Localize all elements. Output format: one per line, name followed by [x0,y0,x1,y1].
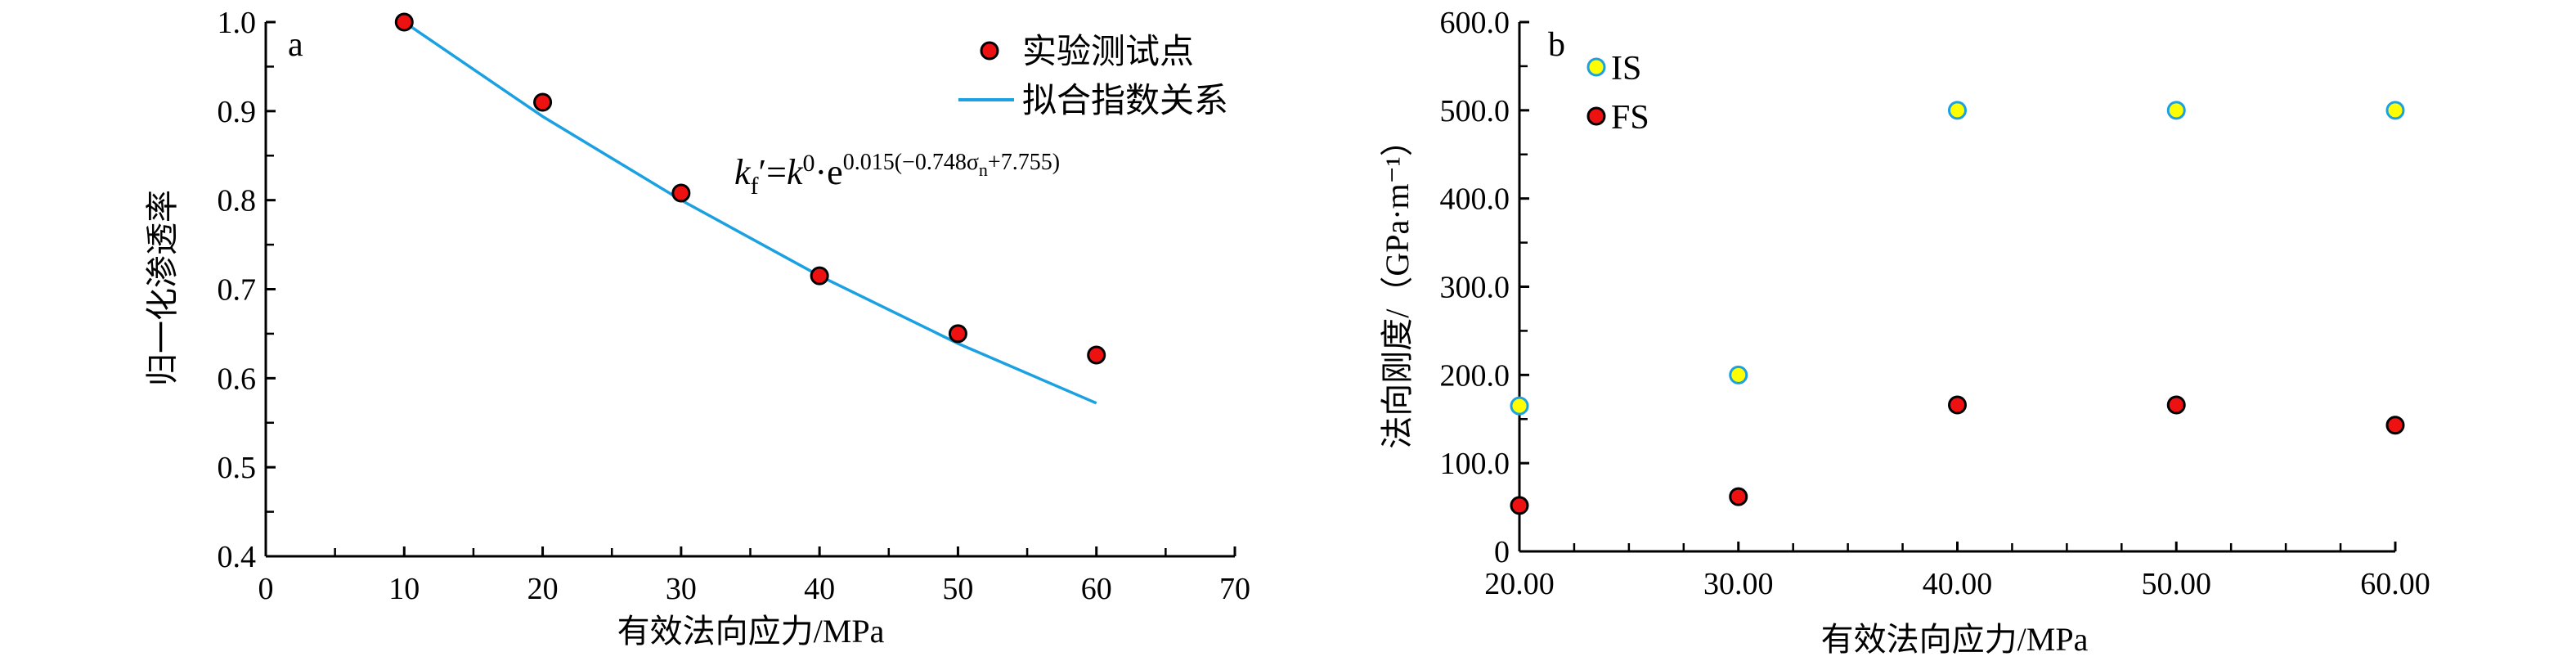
y-tick-label: 0.8 [218,184,257,218]
data-point-fs [2385,416,2405,435]
data-point [1087,345,1106,365]
x-tick-label: 60.00 [2360,567,2430,601]
data-point [394,12,414,32]
data-point [671,183,691,203]
panel-a-xlabel: 有效法向应力/MPa [617,613,885,650]
legend-label-fs: FS [1611,99,1649,137]
y-tick-label: 500.0 [1440,94,1510,128]
x-tick-label: 50 [942,572,973,606]
x-tick-label: 30.00 [1703,567,1774,601]
data-point-is [1729,365,1748,384]
y-tick-label: 0.5 [218,451,257,485]
data-point-is [1510,396,1529,416]
panel-a-marks [394,12,1106,405]
panel-a-legend: 实验测试点 拟合指数关系 [958,33,1228,120]
y-tick-label: 200.0 [1440,358,1510,393]
x-tick-label: 50.00 [2142,567,2212,601]
fit-equation: kf′=k0·e0.015(−0.748σn+7.755) [734,150,1060,200]
panel-b-xlabel: 有效法向应力/MPa [1821,621,2089,658]
panel-b-ylabel: 法向刚度/（GPa·m⁻¹） [1379,124,1416,449]
y-tick-label: 600.0 [1440,6,1510,40]
data-point [810,266,829,286]
legend-marker-is [1586,57,1606,77]
x-tick-label: 10 [388,572,420,606]
y-tick-label: 0 [1494,535,1510,569]
panel-a-label: a [288,26,303,64]
x-tick-label: 70 [1219,572,1250,606]
legend-marker-points [980,41,999,61]
panel-b-axes: 20.00 30.00 40.00 50.00 60.00 0 100.0 200.0 300.… [1440,6,2430,601]
y-tick-label: 0.9 [218,95,257,129]
y-tick-label: 400.0 [1440,182,1510,217]
panel-b-legend: IS FS [1586,50,1649,137]
x-tick-label: 30 [666,572,697,606]
panel-a-ylabel: 归一化渗透率 [144,190,181,386]
x-tick-label: 0 [258,572,274,606]
x-tick-label: 40.00 [1923,567,1993,601]
legend-label-points: 实验测试点 [1022,33,1194,71]
data-point [533,92,553,112]
panel-a-axes: 0 10 20 30 40 50 60 70 0.4 0.5 0.6 0.7 0.8 0.9 1.0 [218,6,1251,606]
panel-b-marks [1510,101,2405,515]
x-tick-label: 60 [1081,572,1112,606]
data-point [948,324,967,344]
y-tick-label: 0.4 [218,540,257,574]
x-tick-label: 20 [527,572,559,606]
panel-b-label: b [1548,26,1565,64]
data-point-is [2385,101,2405,120]
y-tick-label: 100.0 [1440,447,1510,481]
panel-b: 20.00 30.00 40.00 50.00 60.00 0 100.0 200.0 300.… [1379,6,2430,658]
x-tick-label: 20.00 [1484,567,1555,601]
data-point-is [2166,101,2186,120]
data-point-fs [1729,487,1748,506]
data-point-is [1948,101,1967,120]
legend-label-line: 拟合指数关系 [1022,83,1228,120]
data-point-fs [2166,395,2186,415]
fit-curve [403,20,1097,405]
y-tick-label: 0.6 [218,362,257,396]
y-tick-label: 300.0 [1440,271,1510,305]
legend-label-is: IS [1611,50,1641,88]
x-tick-label: 40 [804,572,835,606]
panel-a: 0 10 20 30 40 50 60 70 0.4 0.5 0.6 0.7 0.8 0.9 1.0 a 有… [144,6,1250,650]
legend-marker-fs [1586,106,1606,126]
y-tick-label: 0.7 [218,273,257,308]
data-point-fs [1948,395,1967,415]
y-tick-label: 1.0 [218,6,257,40]
data-point-fs [1510,496,1529,515]
